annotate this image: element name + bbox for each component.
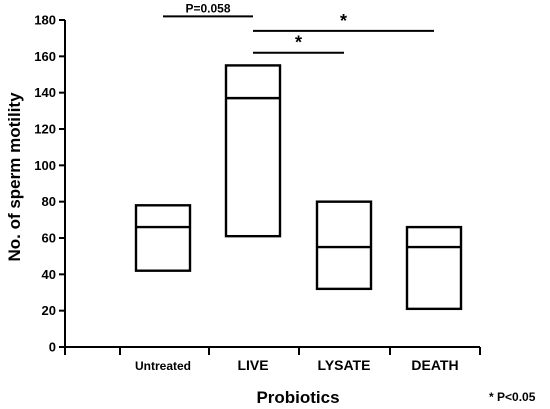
x-axis-title: Probiotics	[256, 388, 339, 407]
y-axis-title: No. of sperm motility	[5, 92, 24, 262]
annotation-label-2: *	[295, 33, 302, 53]
y-tick-label-40: 40	[42, 267, 56, 282]
box-live	[224, 64, 282, 238]
annotation-label-1: *	[340, 11, 347, 31]
x-category-label-lysate: LYSATE	[318, 357, 371, 373]
y-tick-label-0: 0	[49, 340, 56, 355]
axes: Untreated LIVE LYSATE DEATH	[64, 20, 481, 373]
y-tick-label-160: 160	[34, 49, 56, 64]
x-category-label-untreated: Untreated	[135, 359, 191, 373]
y-tick-label-140: 140	[34, 85, 56, 100]
box-untreated	[134, 204, 192, 272]
boxes	[134, 64, 463, 311]
x-category-label-live: LIVE	[237, 357, 268, 373]
y-tick-label-20: 20	[42, 303, 56, 318]
y-tick-label-80: 80	[42, 194, 56, 209]
footnote: * P<0.05	[489, 390, 536, 404]
box-death	[405, 225, 463, 311]
x-category-label-death: DEATH	[411, 357, 458, 373]
significance-annotations: P=0.058 * *	[163, 1, 434, 54]
y-tick-label-60: 60	[42, 231, 56, 246]
y-tick-label-180: 180	[34, 13, 56, 28]
box-lysate	[315, 200, 373, 291]
y-tick-label-100: 100	[34, 158, 56, 173]
annotation-label-0: P=0.058	[185, 1, 230, 15]
y-tick-label-120: 120	[34, 122, 56, 137]
y-ticks: 0 20 40 60 80 100 120 140 160 180	[34, 13, 65, 355]
